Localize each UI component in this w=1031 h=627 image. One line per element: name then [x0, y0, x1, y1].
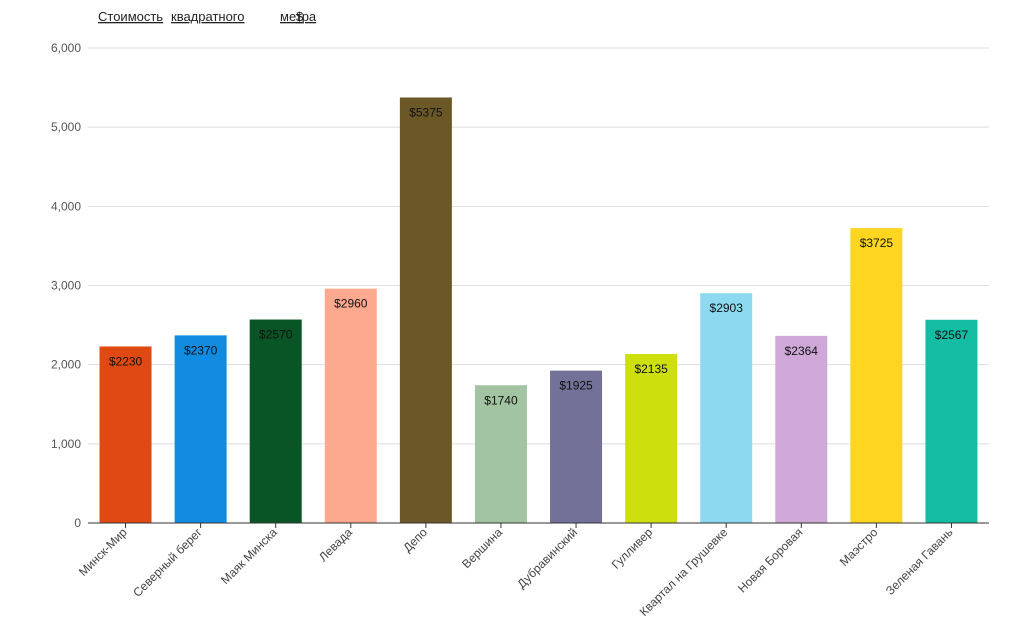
y-axis-ticks: 0 1,000 2,000 3,000 4,000 5,000 6,000	[51, 41, 81, 530]
bar	[324, 288, 377, 523]
bar	[249, 319, 302, 523]
chart-title-word: квадратного	[171, 9, 245, 24]
x-category-label: Гулливер	[609, 525, 656, 572]
bar-value-label: $2960	[334, 297, 368, 311]
x-category-label: Новая Боровая	[735, 525, 805, 595]
bar	[625, 353, 678, 523]
x-category-label: Вершина	[459, 525, 505, 571]
y-tick-label: 2,000	[51, 358, 81, 372]
bar	[550, 370, 603, 523]
y-tick-label: 6,000	[51, 41, 81, 55]
bar	[399, 97, 452, 524]
y-tick-label: 4,000	[51, 199, 81, 213]
bar-value-label: $2370	[184, 343, 218, 357]
bar-value-label: $2364	[785, 344, 819, 358]
x-category-label: Зеленая Гавань	[883, 525, 956, 598]
bar	[850, 228, 903, 523]
bar	[474, 385, 527, 523]
y-tick-label: 3,000	[51, 279, 81, 293]
bars	[99, 97, 978, 524]
x-category-label: Дубравинский	[514, 525, 580, 591]
bar-value-label: $5375	[409, 105, 443, 119]
bar-value-label: $2570	[259, 328, 293, 342]
bar-value-labels: $2230 $2370 $2570 $2960 $5375 $1740 $1925 $2135…	[109, 105, 969, 407]
y-tick-label: 5,000	[51, 120, 81, 134]
x-axis-categories: Минск-Мир Северный берег Маяк Минска Левада…	[76, 523, 956, 619]
bar-value-label: $2135	[634, 362, 668, 376]
x-category-label: Маяк Минска	[218, 525, 280, 587]
gridlines	[88, 47, 989, 445]
bar-value-label: $3725	[860, 236, 894, 250]
chart-title: Стоимость квадратного метра$	[98, 9, 317, 24]
bar	[775, 335, 828, 523]
x-category-label: Депо	[400, 525, 430, 555]
x-category-label: Минск-Мир	[76, 525, 130, 579]
bar-value-label: $1925	[559, 379, 593, 393]
bar-value-label: $2903	[710, 301, 744, 315]
chart-title-word: $	[296, 9, 304, 24]
bar-value-label: $1740	[484, 393, 518, 407]
bar-value-label: $2567	[935, 328, 969, 342]
bar	[925, 319, 978, 523]
x-category-label: Левада	[316, 525, 355, 564]
y-tick-label: 1,000	[51, 437, 81, 451]
bar	[174, 335, 227, 523]
chart-title-word: метра	[280, 9, 317, 24]
chart-title-word: Стоимость	[98, 9, 163, 24]
x-category-label: Маэстро	[837, 525, 881, 569]
x-category-label: Северный берег	[130, 525, 205, 600]
bar	[700, 293, 753, 523]
bar	[99, 346, 152, 523]
y-tick-label: 0	[74, 516, 81, 530]
bar-value-label: $2230	[109, 354, 143, 368]
